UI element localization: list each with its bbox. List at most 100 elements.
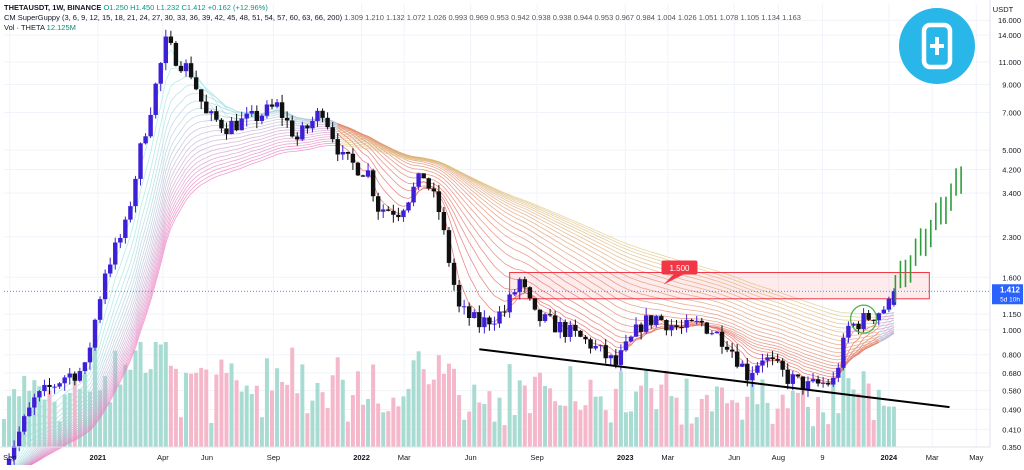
volume-bar [786,408,790,447]
superguppy-line-segment [226,113,231,114]
candle-body [78,371,82,381]
superguppy-line-segment [272,115,277,116]
superguppy-line-segment [783,348,788,350]
superguppy-line-segment [833,326,838,327]
price-axis[interactable]: USDT16.00014.00011.0009.0007.0005.0004.2… [990,0,1023,452]
resistance-zone-rectangle[interactable] [510,273,930,299]
superguppy-line-segment [115,326,120,338]
superguppy-line-segment [454,233,459,250]
superguppy-line-segment [277,150,282,151]
superguppy-line-segment [555,224,560,227]
superguppy-line-segment [378,164,383,170]
superguppy-line-segment [596,238,601,240]
superguppy-line-segment [540,305,545,308]
superguppy-line-segment [211,109,216,110]
superguppy-line-segment [773,350,778,351]
legend-superguppy[interactable]: CM SuperGuppy (3, 6, 9, 12, 15, 18, 21, … [4,13,801,23]
superguppy-line-segment [798,340,803,342]
superguppy-line-segment [768,352,773,353]
superguppy-line-segment [464,223,469,231]
superguppy-line-segment [601,319,606,323]
superguppy-line-segment [479,246,484,253]
superguppy-line-segment [176,209,181,218]
superguppy-line-segment [616,336,621,338]
superguppy-line-segment [464,245,469,256]
superguppy-line-segment [171,107,176,114]
superguppy-line-segment [788,306,793,308]
superguppy-line-segment [636,269,641,271]
superguppy-line-segment [742,320,747,323]
symbol-label[interactable]: THETAUSDT, 1W, BINANCE [4,3,101,12]
candle-body [386,209,390,210]
superguppy-line-segment [242,132,247,133]
superguppy-line-segment [768,355,773,356]
superguppy-line-segment [702,267,707,269]
volume-bar [396,406,400,447]
candle-body [442,212,446,230]
legend-volume[interactable]: Vol · THETA 12.125M [4,23,76,33]
superguppy-line-segment [762,324,767,325]
superguppy-line-segment [520,220,525,223]
candle-body [295,137,299,140]
superguppy-line-segment [838,312,843,313]
superguppy-line-segment [611,257,616,260]
superguppy-line-segment [565,233,570,236]
superguppy-line-segment [611,237,616,239]
superguppy-line-segment [636,247,641,249]
superguppy-line-segment [166,228,171,244]
superguppy-line-segment [191,136,196,140]
superguppy-line-segment [302,120,307,121]
superguppy-line-segment [570,226,575,228]
superguppy-line-segment [500,299,505,302]
volume-bar [376,403,380,447]
superguppy-line-segment [550,237,555,240]
superguppy-line-segment [783,321,788,323]
time-tick-label: Aug [772,453,785,462]
superguppy-line-segment [793,304,798,306]
candle-body [406,202,410,210]
time-tick-label: 9 [820,453,824,462]
superguppy-line-segment [232,167,237,168]
superguppy-line-segment [596,249,601,252]
candle-body [700,321,704,323]
superguppy-line-segment [388,162,393,167]
superguppy-line-segment [247,145,252,147]
volume-bar [260,417,264,447]
superguppy-line-segment [712,327,717,328]
annotations-back [510,273,930,299]
superguppy-line-segment [141,189,146,207]
superguppy-line-segment [757,304,762,306]
superguppy-line-segment [500,271,505,275]
price-tick-label: 0.350 [1002,443,1021,452]
superguppy-line-segment [798,351,803,353]
superguppy-line-segment [661,255,666,257]
superguppy-line-segment [494,254,499,259]
superguppy-line-segment [752,311,757,313]
superguppy-line-segment [717,315,722,317]
superguppy-line-segment [196,108,201,109]
superguppy-line-segment [196,122,201,124]
superguppy-line-segment [302,145,307,146]
superguppy-line-segment [697,306,702,307]
superguppy-line-segment [808,335,813,337]
superguppy-line-segment [601,256,606,259]
superguppy-line-segment [722,320,727,322]
superguppy-line-segment [788,359,793,361]
superguppy-line-segment [631,251,636,253]
candle-body [791,374,795,383]
superguppy-line-segment [348,144,353,145]
price-tick-label: 0.680 [1002,369,1021,378]
superguppy-line-segment [722,308,727,310]
change-value: +0.162 (+12.96%) [208,3,268,12]
superguppy-line-segment [196,185,201,189]
volume-bar [149,369,153,447]
superguppy-line-segment [692,301,697,302]
time-tick-label: Sep [530,453,543,462]
volume-bar [528,413,532,447]
superguppy-line-segment [125,306,130,319]
superguppy-line-segment [201,133,206,134]
superguppy-line-segment [591,230,596,232]
